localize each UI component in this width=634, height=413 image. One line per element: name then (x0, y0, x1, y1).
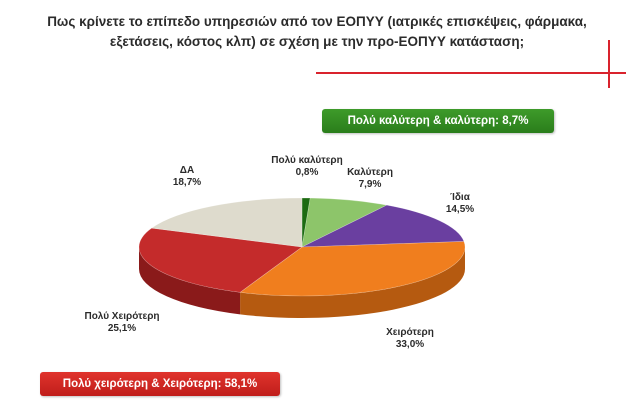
chart-title-line-2: εξετάσεις, κόστος κλπ) σε σχέση με την π… (109, 34, 525, 49)
worse-summary-badge: Πολύ χειρότερη & Χειρότερη: 58,1% (40, 372, 280, 396)
label-worse: Χειρότερη 33,0% (370, 327, 450, 351)
label-much-worse: Πολύ Χειρότερη 25,1% (72, 311, 172, 335)
label-same: Ίδια 14,5% (435, 192, 485, 216)
pie-side-much-worse (139, 247, 241, 315)
pie-slice-same (301, 204, 465, 248)
label-no-answer: ΔΑ 18,7% (162, 165, 212, 189)
label-very-better: Πολύ καλύτερη 0,8% (262, 155, 352, 179)
chart-title-line-1: Πως κρίνετε το επίπεδο υπηρεσιών από τον… (47, 14, 587, 29)
pie-slice-better (301, 197, 388, 248)
label-much-worse-name: Πολύ Χειρότερη (84, 311, 160, 322)
pie-slice-very-better (301, 197, 311, 248)
pie-side-worse (240, 247, 465, 319)
label-worse-value: 33,0% (395, 339, 425, 350)
chart-title: Πως κρίνετε το επίπεδο υπηρεσιών από τον… (0, 12, 634, 52)
pie-slice-no-answer (150, 197, 303, 248)
label-same-value: 14,5% (445, 204, 475, 215)
pie-tops (138, 197, 466, 297)
label-no-answer-name: ΔΑ (179, 165, 195, 176)
label-no-answer-value: 18,7% (172, 177, 202, 188)
label-better-value: 7,9% (358, 179, 382, 190)
pie-sides (139, 247, 465, 319)
label-better-name: Καλύτερη (347, 167, 393, 178)
label-very-better-name: Πολύ καλύτερη (271, 155, 343, 166)
label-better: Καλύτερη 7,9% (335, 167, 405, 191)
label-worse-name: Χειρότερη (386, 327, 434, 338)
better-summary-badge: Πολύ καλύτερη & καλύτερη: 8,7% (322, 109, 554, 133)
label-much-worse-value: 25,1% (107, 323, 137, 334)
label-very-better-value: 0,8% (295, 167, 319, 178)
accent-line-vertical (608, 40, 610, 88)
accent-line-horizontal (316, 72, 626, 74)
pie-slice-worse (239, 241, 466, 297)
label-same-name: Ίδια (450, 192, 470, 203)
pie-slice-much-worse (138, 227, 303, 293)
